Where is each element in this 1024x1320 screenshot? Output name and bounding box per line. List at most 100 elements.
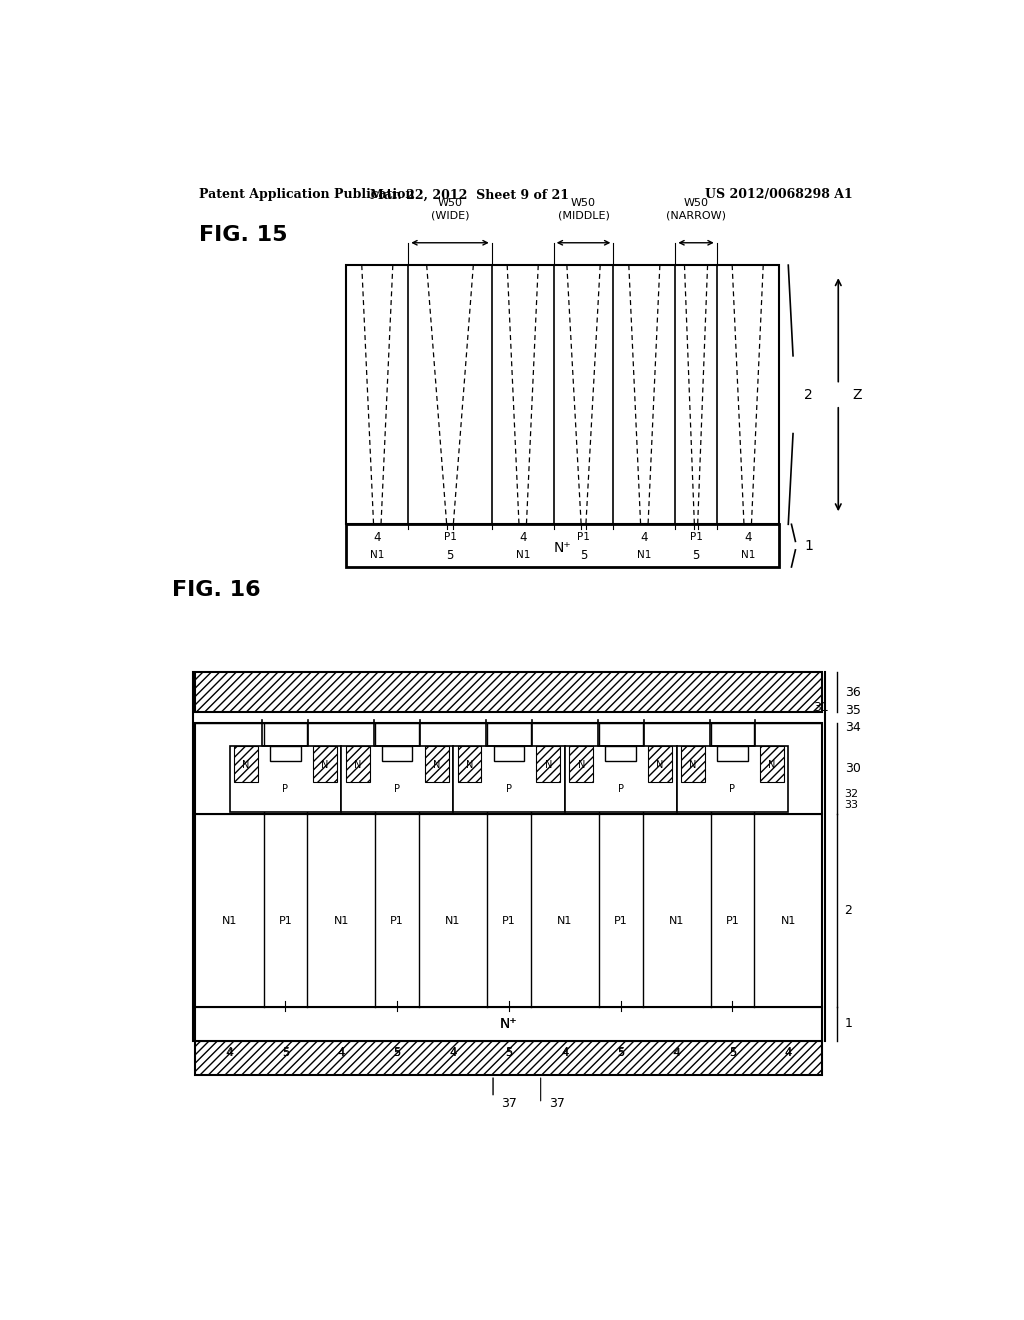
Text: 1: 1: [804, 539, 813, 553]
Text: Mar. 22, 2012  Sheet 9 of 21: Mar. 22, 2012 Sheet 9 of 21: [370, 189, 568, 202]
Text: N: N: [578, 759, 585, 770]
Text: 33: 33: [845, 800, 858, 810]
Bar: [196, 722, 822, 814]
Bar: [494, 746, 524, 760]
Text: FIG. 15: FIG. 15: [200, 224, 288, 244]
Text: N1: N1: [637, 550, 651, 560]
Text: N: N: [768, 759, 775, 770]
Text: N: N: [656, 759, 664, 770]
Bar: [565, 746, 677, 812]
Text: N: N: [689, 759, 696, 770]
Text: N: N: [322, 759, 329, 770]
Text: 5: 5: [393, 1047, 400, 1060]
Bar: [229, 746, 341, 812]
Text: 5: 5: [580, 549, 587, 561]
Text: N1: N1: [370, 550, 384, 560]
Bar: [760, 746, 783, 783]
Text: W50
(MIDDLE): W50 (MIDDLE): [558, 198, 609, 220]
Text: N1: N1: [669, 916, 684, 925]
Text: 5: 5: [506, 1048, 512, 1057]
Bar: [605, 746, 636, 760]
Text: 4: 4: [338, 1048, 345, 1057]
Text: N: N: [545, 759, 552, 770]
Text: P1: P1: [443, 532, 457, 543]
Text: 37: 37: [501, 1097, 517, 1110]
Bar: [196, 1040, 822, 1076]
Bar: [717, 746, 748, 760]
Text: N: N: [243, 759, 250, 770]
Text: N: N: [354, 759, 361, 770]
Text: 4: 4: [225, 1047, 233, 1060]
Text: N⁺: N⁺: [554, 541, 571, 554]
Bar: [681, 746, 705, 783]
Text: P1: P1: [502, 916, 516, 925]
Text: Patent Application Publication: Patent Application Publication: [200, 189, 415, 202]
Bar: [648, 746, 672, 783]
Text: P1: P1: [689, 532, 702, 543]
Bar: [341, 746, 453, 812]
Bar: [313, 746, 337, 783]
Text: 31: 31: [813, 701, 828, 714]
Text: 4: 4: [519, 531, 526, 544]
Text: 5: 5: [617, 1048, 625, 1057]
Text: N1: N1: [334, 916, 349, 925]
Text: P: P: [506, 784, 512, 793]
Bar: [425, 746, 449, 783]
Text: N1: N1: [557, 916, 572, 925]
Text: N: N: [433, 759, 440, 770]
Text: 30: 30: [845, 762, 860, 775]
Text: N1: N1: [222, 916, 238, 925]
Text: P: P: [283, 784, 289, 793]
Text: 32: 32: [845, 789, 859, 799]
Text: 37: 37: [549, 1097, 564, 1110]
Text: P1: P1: [613, 916, 628, 925]
Text: P1: P1: [390, 916, 404, 925]
Text: 5: 5: [617, 1047, 625, 1060]
Text: 4: 4: [561, 1047, 568, 1060]
Bar: [458, 746, 481, 783]
Text: 4: 4: [641, 531, 648, 544]
Text: W50
(NARROW): W50 (NARROW): [666, 198, 726, 220]
Bar: [346, 265, 778, 524]
Text: P: P: [394, 784, 400, 793]
Text: N⁺: N⁺: [500, 1016, 518, 1031]
Text: N1: N1: [780, 916, 796, 925]
Bar: [537, 746, 560, 783]
Text: 5: 5: [282, 1048, 289, 1057]
Text: 4: 4: [673, 1047, 680, 1060]
Text: N: N: [466, 759, 473, 770]
Text: 36: 36: [845, 685, 860, 698]
Text: 4: 4: [226, 1048, 233, 1057]
Text: 34: 34: [845, 721, 860, 734]
Text: N1: N1: [445, 916, 461, 925]
Text: N1: N1: [740, 550, 755, 560]
Bar: [569, 746, 593, 783]
Text: N1: N1: [515, 550, 529, 560]
Bar: [234, 746, 258, 783]
Text: 5: 5: [729, 1048, 736, 1057]
Bar: [270, 746, 301, 760]
Bar: [453, 746, 565, 812]
Text: 4: 4: [450, 1048, 457, 1057]
Bar: [382, 746, 413, 760]
Text: 4: 4: [744, 531, 752, 544]
Text: FIG. 16: FIG. 16: [172, 581, 260, 601]
Text: 2: 2: [845, 904, 853, 917]
Text: W50
(WIDE): W50 (WIDE): [431, 198, 469, 220]
Text: P: P: [617, 784, 624, 793]
Text: 5: 5: [729, 1047, 736, 1060]
Text: P: P: [729, 784, 735, 793]
Bar: [196, 672, 822, 713]
Text: 4: 4: [374, 531, 381, 544]
Bar: [346, 524, 778, 568]
Text: 4: 4: [673, 1048, 680, 1057]
Bar: [196, 1007, 822, 1040]
Bar: [196, 814, 822, 1007]
Text: 5: 5: [692, 549, 699, 561]
Text: 2: 2: [804, 388, 813, 401]
Text: P1: P1: [726, 916, 739, 925]
Text: US 2012/0068298 A1: US 2012/0068298 A1: [705, 189, 853, 202]
Text: 4: 4: [784, 1047, 793, 1060]
Bar: [346, 746, 370, 783]
Text: 4: 4: [561, 1048, 568, 1057]
